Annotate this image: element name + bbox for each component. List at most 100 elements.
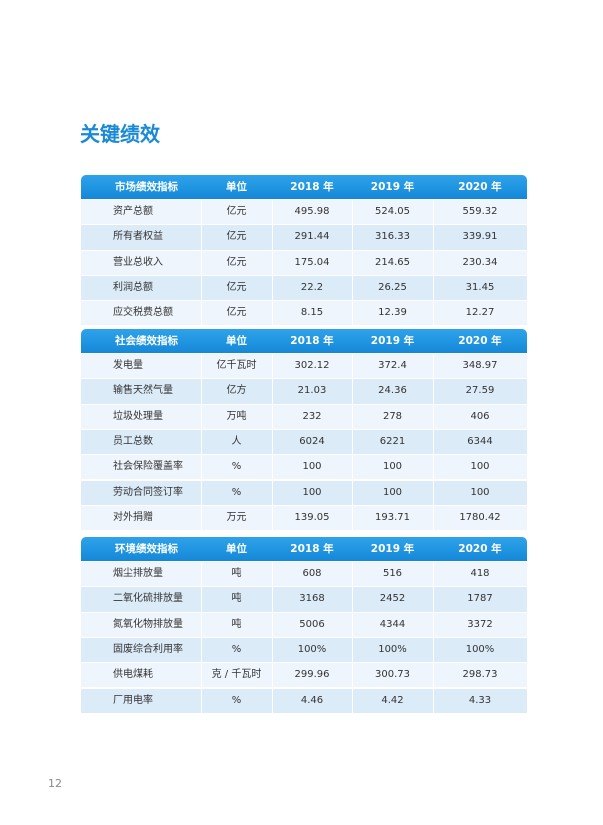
column-separator: [272, 250, 273, 275]
table-cell: 214.65: [375, 256, 410, 268]
column-separator: [201, 354, 202, 379]
table-cell: 6221: [379, 435, 406, 447]
table-cell: 3168: [299, 593, 325, 605]
header-cell: 2020 年: [458, 335, 502, 347]
column-separator: [433, 505, 434, 531]
table-cell: 316.33: [375, 231, 410, 243]
table-cell: 营业总收入: [113, 256, 163, 268]
table-header: [81, 175, 527, 199]
column-separator: [352, 612, 353, 637]
table-cell: %: [231, 486, 242, 498]
table-cell: 12.39: [378, 307, 407, 319]
table-cell: 1787: [467, 593, 493, 605]
table-cell: 4.46: [300, 694, 324, 706]
table-cell: 万元: [226, 511, 247, 523]
table-row: [81, 637, 527, 663]
column-separator: [201, 637, 202, 663]
column-separator: [352, 455, 353, 480]
column-separator: [272, 301, 273, 326]
column-separator: [272, 354, 273, 379]
column-separator: [433, 587, 434, 612]
table-cell: 26.25: [378, 281, 407, 293]
column-separator: [201, 505, 202, 531]
column-separator: [352, 379, 353, 404]
table-row: [81, 225, 527, 250]
column-separator: [272, 505, 273, 531]
column-separator: [352, 480, 353, 505]
table-cell: 输售天然气量: [113, 385, 173, 397]
table-cell: 524.05: [375, 206, 410, 217]
table-cell: 31.45: [465, 281, 495, 293]
table-row: [81, 688, 527, 713]
table-cell: 垃圾处理量: [113, 410, 163, 422]
column-separator: [433, 225, 434, 250]
column-separator: [433, 301, 434, 326]
header-cell: 单位: [226, 181, 247, 193]
column-separator: [352, 688, 353, 713]
table-cell: 100%: [297, 643, 327, 655]
table-row: [81, 587, 527, 612]
table-cell: 232: [302, 410, 322, 422]
table-cell: 559.32: [462, 206, 498, 217]
table-cell: 6024: [299, 435, 325, 447]
header-cell: 2019 年: [370, 543, 415, 555]
table-cell: 厂用电率: [113, 694, 153, 706]
table-cell: 298.73: [462, 669, 498, 681]
table-cell: 418: [470, 568, 490, 579]
table-cell: 230.34: [462, 256, 498, 268]
page-title: 关键绩效: [80, 122, 160, 146]
table-cell: 4344: [379, 618, 406, 630]
table-cell: 二氧化硫排放量: [113, 593, 183, 605]
column-separator: [272, 379, 273, 404]
header-cell: 2018 年: [290, 181, 334, 193]
table-cell: 万吨: [226, 410, 247, 422]
table-cell: 吨: [231, 568, 242, 579]
table-row: [81, 354, 527, 379]
column-separator: [433, 429, 434, 455]
header-cell: 单位: [226, 543, 247, 555]
table-cell: 1780.42: [459, 511, 501, 523]
column-separator: [272, 225, 273, 250]
table-cell: 516: [382, 568, 403, 579]
column-separator: [201, 663, 202, 688]
header-cell: 2019 年: [370, 181, 415, 193]
table-cell: 27.59: [465, 385, 495, 397]
table-cell: 348.97: [462, 360, 498, 371]
table-cell: 应交税费总额: [113, 307, 173, 319]
table-row: [81, 250, 527, 275]
column-separator: [433, 354, 434, 379]
table-cell: 4.33: [468, 694, 492, 706]
column-separator: [201, 250, 202, 275]
column-separator: [201, 275, 202, 301]
table-cell: %: [231, 643, 242, 655]
column-separator: [352, 354, 353, 379]
column-separator: [433, 200, 434, 225]
table-row: [81, 505, 527, 531]
table-header: [81, 329, 527, 353]
table-cell: 5006: [299, 618, 325, 630]
column-separator: [201, 455, 202, 480]
table-cell: 22.2: [300, 281, 324, 293]
table-cell: 亿元: [226, 206, 247, 217]
table-cell: 氮氧化物排放量: [113, 618, 183, 630]
table-cell: 100: [382, 461, 403, 473]
table-cell: 302.12: [294, 360, 330, 371]
header-cell: 单位: [226, 335, 247, 347]
table-cell: 3372: [467, 618, 493, 630]
header-cell: 环境绩效指标: [115, 543, 178, 555]
column-separator: [272, 612, 273, 637]
table-cell: 8.15: [300, 307, 324, 319]
column-separator: [201, 379, 202, 404]
column-separator: [433, 562, 434, 587]
column-separator: [272, 562, 273, 587]
table-cell: 100: [302, 486, 322, 498]
table-cell: 4.42: [381, 694, 404, 706]
table-row: [81, 562, 527, 587]
column-separator: [352, 562, 353, 587]
column-separator: [433, 637, 434, 663]
table-cell: 300.73: [375, 669, 410, 681]
column-separator: [433, 663, 434, 688]
table-cell: 175.04: [294, 256, 330, 268]
header-cell: 2018 年: [290, 543, 334, 555]
